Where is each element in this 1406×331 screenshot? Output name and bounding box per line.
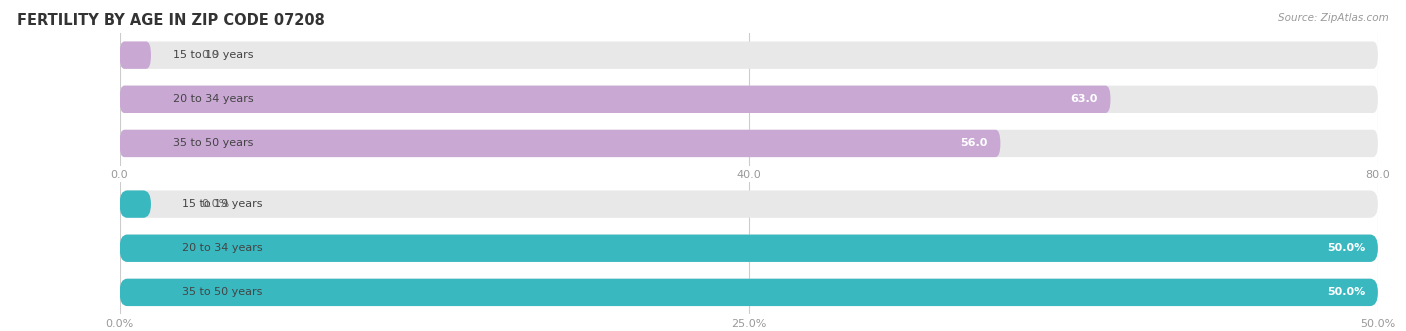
FancyBboxPatch shape — [120, 190, 150, 218]
Text: 20 to 34 years: 20 to 34 years — [183, 243, 263, 253]
Text: 15 to 19 years: 15 to 19 years — [173, 50, 253, 60]
FancyBboxPatch shape — [120, 86, 1378, 113]
Text: 15 to 19 years: 15 to 19 years — [183, 199, 263, 209]
FancyBboxPatch shape — [120, 41, 150, 69]
Text: 0.0%: 0.0% — [201, 199, 229, 209]
FancyBboxPatch shape — [120, 279, 1378, 306]
Text: 0.0: 0.0 — [201, 50, 219, 60]
FancyBboxPatch shape — [120, 130, 1001, 157]
FancyBboxPatch shape — [120, 235, 1378, 262]
Text: 50.0%: 50.0% — [1327, 287, 1365, 297]
Text: 56.0: 56.0 — [960, 138, 988, 148]
FancyBboxPatch shape — [120, 190, 1378, 218]
FancyBboxPatch shape — [120, 86, 1111, 113]
Text: 63.0: 63.0 — [1070, 94, 1098, 104]
FancyBboxPatch shape — [120, 279, 1378, 306]
Text: Source: ZipAtlas.com: Source: ZipAtlas.com — [1278, 13, 1389, 23]
Text: 35 to 50 years: 35 to 50 years — [173, 138, 253, 148]
Text: 35 to 50 years: 35 to 50 years — [183, 287, 263, 297]
Text: 50.0%: 50.0% — [1327, 243, 1365, 253]
FancyBboxPatch shape — [120, 235, 1378, 262]
Text: FERTILITY BY AGE IN ZIP CODE 07208: FERTILITY BY AGE IN ZIP CODE 07208 — [17, 13, 325, 28]
FancyBboxPatch shape — [120, 41, 1378, 69]
FancyBboxPatch shape — [120, 130, 1378, 157]
Text: 20 to 34 years: 20 to 34 years — [173, 94, 253, 104]
